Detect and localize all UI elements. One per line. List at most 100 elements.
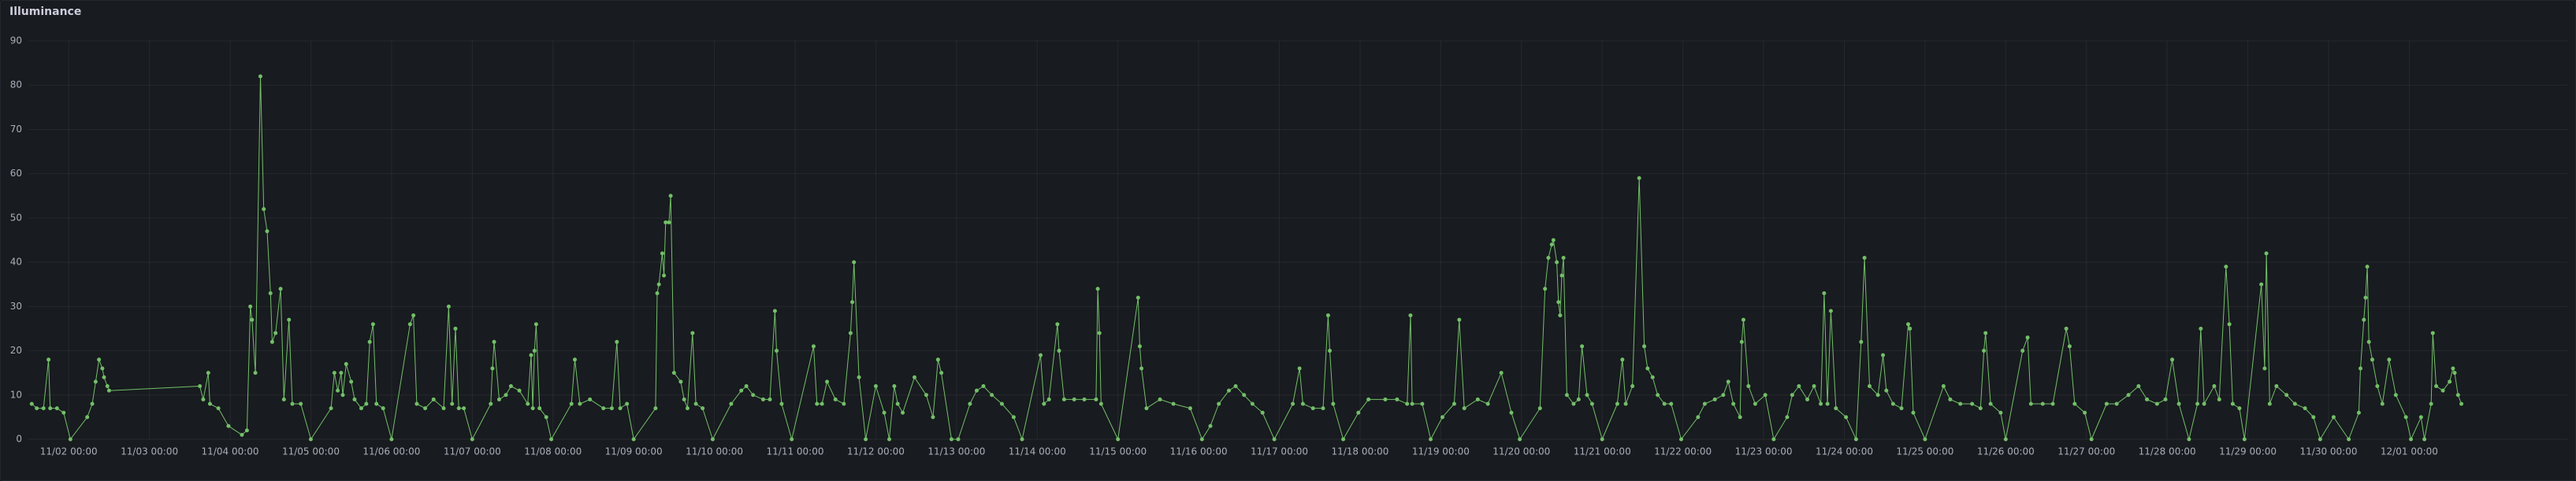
data-point <box>544 415 548 420</box>
x-tick-label: 11/19 00:00 <box>1412 446 1470 457</box>
data-point <box>1669 401 1674 406</box>
data-point <box>1095 287 1100 291</box>
data-point <box>278 287 283 291</box>
y-tick-label: 40 <box>10 257 22 268</box>
data-point <box>2274 384 2279 389</box>
data-point <box>2448 379 2452 384</box>
data-point <box>1753 401 1757 406</box>
y-tick-label: 70 <box>10 124 22 135</box>
data-point <box>895 401 900 406</box>
x-tick-label: 11/07 00:00 <box>444 446 501 457</box>
x-tick-label: 11/24 00:00 <box>1816 446 1873 457</box>
data-point <box>1911 410 1916 415</box>
data-point <box>1408 313 1413 318</box>
data-point <box>662 273 667 278</box>
data-point <box>1881 353 1886 357</box>
y-tick-label: 60 <box>10 168 22 179</box>
data-point <box>1242 393 1247 398</box>
data-point <box>344 361 348 366</box>
data-point <box>1785 415 1790 420</box>
data-point <box>2230 401 2235 406</box>
data-point <box>1042 401 1046 406</box>
data-point <box>1819 401 1823 406</box>
x-tick-label: 11/22 00:00 <box>1654 446 1712 457</box>
data-point <box>820 401 824 406</box>
data-point <box>2356 410 2361 415</box>
data-point <box>935 357 940 362</box>
data-point <box>532 349 537 353</box>
data-point <box>2242 437 2247 442</box>
data-point <box>2003 437 2008 442</box>
data-point <box>1325 313 1330 318</box>
data-point <box>1452 401 1456 406</box>
data-point <box>431 397 436 401</box>
data-point <box>981 384 986 389</box>
data-point <box>46 357 51 362</box>
data-point <box>1300 401 1305 406</box>
data-point <box>1233 384 1238 389</box>
data-point <box>1250 401 1255 406</box>
data-point <box>1620 357 1625 362</box>
data-point <box>1559 273 1564 278</box>
data-point <box>990 393 994 398</box>
data-point <box>1564 393 1569 398</box>
data-point <box>1136 295 1140 300</box>
data-point <box>269 339 274 344</box>
data-point <box>1738 415 1742 420</box>
data-point <box>912 375 916 379</box>
data-point <box>364 401 369 406</box>
data-point <box>533 322 538 327</box>
data-point <box>253 371 258 376</box>
data-point <box>1057 349 1061 353</box>
data-point <box>2403 415 2408 420</box>
data-point <box>453 326 458 331</box>
data-point <box>339 371 344 376</box>
data-point <box>2224 265 2228 269</box>
data-point <box>2262 366 2267 371</box>
data-point <box>1297 366 1302 371</box>
data-point <box>496 397 501 401</box>
data-point <box>1561 255 1566 260</box>
data-point <box>287 317 292 322</box>
data-point <box>1485 401 1490 406</box>
data-point <box>956 437 961 442</box>
data-point <box>1341 437 1346 442</box>
data-point <box>744 384 749 389</box>
data-point <box>1615 401 1619 406</box>
data-point <box>1366 397 1371 401</box>
data-point <box>578 401 582 406</box>
data-point <box>1696 415 1701 420</box>
data-point <box>572 357 577 362</box>
x-tick-label: 11/30 00:00 <box>2300 446 2358 457</box>
data-point <box>2452 371 2457 376</box>
data-point <box>2154 401 2159 406</box>
data-point <box>1797 384 1801 389</box>
data-point <box>1812 384 1816 389</box>
data-point <box>2365 265 2370 269</box>
data-point <box>1790 393 1794 398</box>
data-point <box>367 339 372 344</box>
data-point <box>1650 375 1655 379</box>
data-point <box>1543 287 1548 291</box>
data-point <box>1328 349 1333 353</box>
data-point <box>1395 397 1400 401</box>
data-point <box>61 410 66 415</box>
data-point <box>2363 295 2368 300</box>
data-point <box>2440 388 2445 393</box>
data-point <box>1580 344 1585 349</box>
data-point <box>1321 406 1325 411</box>
data-point <box>664 220 668 225</box>
data-point <box>2303 406 2307 411</box>
data-point <box>456 406 461 411</box>
data-point <box>537 406 542 411</box>
x-tick-label: 11/08 00:00 <box>524 446 582 457</box>
data-point <box>815 401 820 406</box>
data-point <box>2020 349 2025 353</box>
data-point <box>1144 406 1149 411</box>
data-point <box>601 406 606 411</box>
data-point <box>1420 401 1425 406</box>
data-point <box>299 401 303 406</box>
data-point <box>901 410 905 415</box>
data-point <box>1475 397 1480 401</box>
